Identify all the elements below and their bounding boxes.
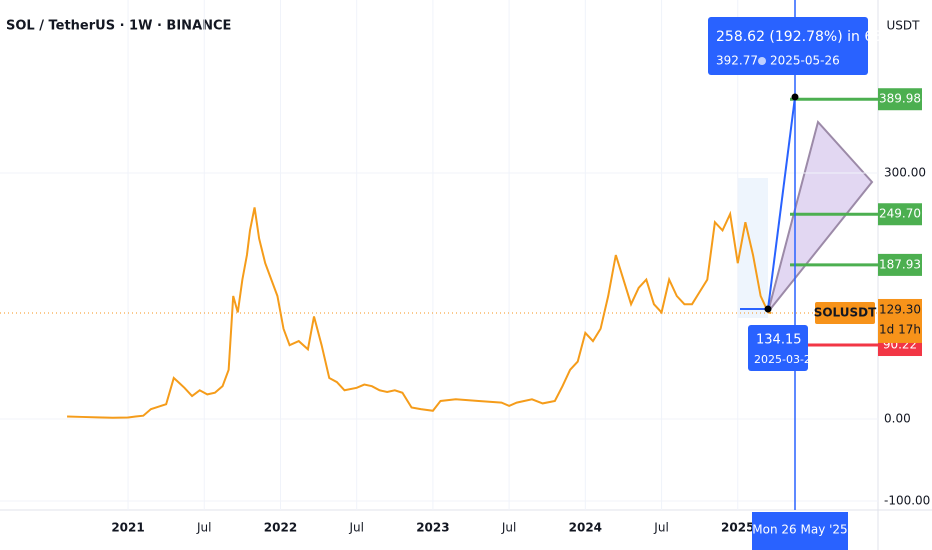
- measure-start-box: [748, 325, 808, 371]
- chart-title: SOL / TetherUS · 1W · BINANCE: [6, 19, 231, 34]
- price-tag: [878, 203, 922, 226]
- measure-end-date: 2025-05-26: [770, 54, 840, 68]
- price-line: [67, 207, 772, 419]
- measure-box: [708, 17, 868, 75]
- price-tag-label: 249.70: [879, 207, 921, 221]
- measure-end: [791, 93, 799, 101]
- x-tick-label: 2024: [569, 521, 602, 535]
- measure-start: [764, 305, 772, 313]
- symbol-tag-label: SOLUSDT: [814, 305, 877, 319]
- y-tick-label: -100.00: [884, 493, 930, 507]
- price-tag-label: 187.93: [879, 257, 921, 271]
- clock-icon: [758, 57, 766, 65]
- x-tick-label: 2023: [416, 521, 449, 535]
- last-price-label: 129.30: [879, 302, 921, 316]
- measure-line: [767, 96, 796, 310]
- last-price-tag: [878, 298, 922, 343]
- x-tick-label: Jul: [348, 521, 363, 535]
- x-tick-label: Jul: [653, 521, 668, 535]
- y-tick-label: 300.00: [884, 166, 926, 180]
- x-tick-label: Jul: [196, 521, 211, 535]
- measure-end-price: 392.77: [716, 54, 758, 68]
- symbol-tag: [815, 301, 875, 324]
- price-tag-label: 389.98: [879, 92, 921, 106]
- measure-start-date: 2025-03-24: [754, 353, 818, 366]
- price-tag: [878, 253, 922, 276]
- countdown-label: 1d 17h: [879, 322, 921, 336]
- measure-headline: 258.62 (192.78%) in 63d: [716, 29, 891, 45]
- x-tick-label: 2021: [111, 521, 144, 535]
- y-tick-label: 0.00: [884, 411, 911, 425]
- x-tick-label: Jul: [501, 521, 516, 535]
- x-tick-label: 2025: [721, 521, 754, 535]
- crosshair-date: Mon 26 May '25: [752, 523, 847, 537]
- x-tick-label: 2022: [264, 521, 297, 535]
- currency-label: USDT: [887, 19, 921, 33]
- crosshair-date-box: [752, 512, 848, 550]
- measure-start-price: 134.15: [756, 333, 802, 348]
- price-tag: [878, 88, 922, 111]
- pattern-box: [738, 178, 768, 318]
